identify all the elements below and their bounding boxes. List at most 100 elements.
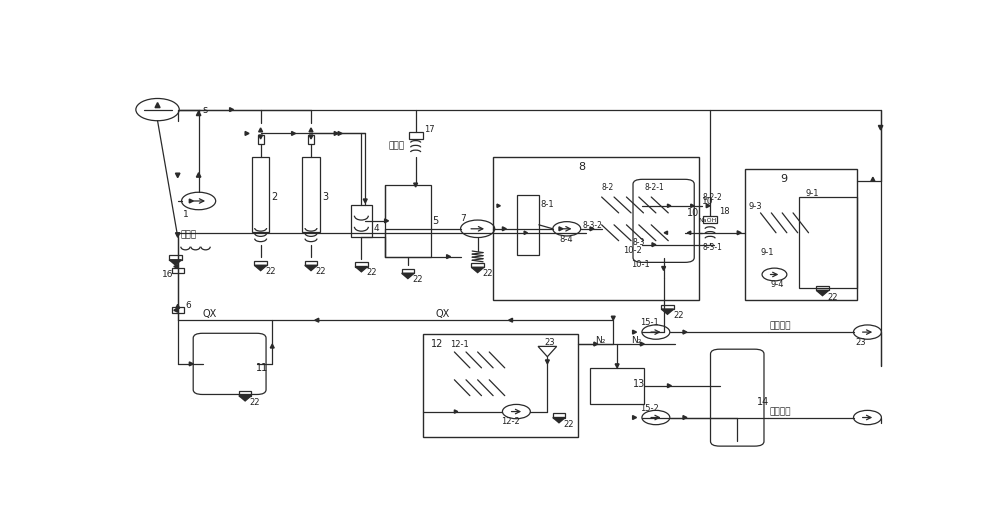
Polygon shape <box>196 173 201 177</box>
Text: 8-4: 8-4 <box>559 235 573 244</box>
Polygon shape <box>661 309 674 314</box>
Text: 阻垢剂: 阻垢剂 <box>388 141 405 150</box>
Bar <box>254 261 267 265</box>
Text: 絮凝剂: 絮凝剂 <box>181 230 197 239</box>
Bar <box>305 261 317 265</box>
Polygon shape <box>315 318 319 322</box>
Text: 3: 3 <box>322 192 328 202</box>
Text: N₂: N₂ <box>631 335 641 345</box>
Text: 8-1: 8-1 <box>540 200 554 209</box>
Text: 12: 12 <box>431 339 444 349</box>
Polygon shape <box>668 384 671 388</box>
Bar <box>402 269 414 273</box>
Polygon shape <box>615 364 619 368</box>
Polygon shape <box>611 316 615 320</box>
Bar <box>172 308 184 313</box>
Text: 22: 22 <box>827 293 838 302</box>
Bar <box>799 197 857 288</box>
Text: NaOH: NaOH <box>699 218 717 223</box>
Text: 22: 22 <box>482 269 493 278</box>
Text: 9-1: 9-1 <box>761 248 774 257</box>
Bar <box>590 368 644 404</box>
Bar <box>409 132 423 139</box>
Polygon shape <box>174 308 178 312</box>
Text: 13: 13 <box>633 379 645 389</box>
Bar <box>703 217 717 223</box>
Polygon shape <box>155 103 160 108</box>
Polygon shape <box>497 204 500 207</box>
Text: 18: 18 <box>719 207 730 216</box>
Polygon shape <box>553 417 565 423</box>
Text: QX: QX <box>435 309 449 319</box>
Text: 7: 7 <box>461 214 466 222</box>
Polygon shape <box>169 260 182 265</box>
Text: 9-3: 9-3 <box>749 202 763 212</box>
Text: 8-2-1: 8-2-1 <box>644 183 664 191</box>
Bar <box>252 157 269 232</box>
Polygon shape <box>239 396 251 401</box>
Polygon shape <box>254 265 267 270</box>
Polygon shape <box>363 199 367 203</box>
Text: 23: 23 <box>544 337 555 347</box>
Polygon shape <box>509 318 512 322</box>
Bar <box>816 286 829 291</box>
Text: 11: 11 <box>256 363 268 373</box>
Bar <box>172 268 184 273</box>
Text: 10-1: 10-1 <box>631 260 650 269</box>
Bar <box>517 195 539 254</box>
Polygon shape <box>175 173 180 178</box>
Polygon shape <box>652 243 656 247</box>
Polygon shape <box>878 125 883 130</box>
Polygon shape <box>189 362 193 366</box>
Bar <box>308 135 314 144</box>
Bar <box>471 263 484 267</box>
Text: 16: 16 <box>162 270 174 279</box>
Bar <box>239 391 251 396</box>
Bar <box>423 334 578 438</box>
Polygon shape <box>594 342 598 346</box>
Polygon shape <box>683 330 687 334</box>
Polygon shape <box>502 227 506 231</box>
Polygon shape <box>230 108 234 111</box>
Text: 9-4: 9-4 <box>771 280 784 289</box>
Polygon shape <box>447 255 451 259</box>
Bar <box>169 255 182 260</box>
Text: 10-2: 10-2 <box>623 246 642 255</box>
Bar <box>302 157 320 232</box>
Polygon shape <box>338 132 342 135</box>
Polygon shape <box>355 267 368 272</box>
Text: 15-1: 15-1 <box>640 318 659 328</box>
Polygon shape <box>668 204 671 207</box>
Text: 22: 22 <box>413 275 423 284</box>
Bar <box>258 135 264 144</box>
Bar <box>385 185 431 256</box>
Text: 8-3: 8-3 <box>633 238 645 247</box>
Polygon shape <box>706 204 710 208</box>
Text: 14: 14 <box>757 397 769 407</box>
Polygon shape <box>691 204 694 207</box>
Text: 22: 22 <box>564 420 574 429</box>
Polygon shape <box>174 265 178 268</box>
Text: 8-3-2: 8-3-2 <box>582 221 602 230</box>
Polygon shape <box>270 344 274 348</box>
Bar <box>351 205 372 237</box>
Polygon shape <box>640 342 644 346</box>
Polygon shape <box>305 265 317 270</box>
Polygon shape <box>545 360 549 364</box>
Polygon shape <box>402 273 414 279</box>
Polygon shape <box>633 415 637 420</box>
Bar <box>661 304 674 309</box>
Text: 8-3-1: 8-3-1 <box>702 244 722 252</box>
Bar <box>355 262 368 267</box>
Polygon shape <box>454 410 458 413</box>
Text: 22: 22 <box>673 311 683 320</box>
Polygon shape <box>414 183 418 187</box>
Text: 1: 1 <box>183 211 189 219</box>
Text: 10: 10 <box>702 197 714 206</box>
Polygon shape <box>176 304 180 308</box>
Text: 22: 22 <box>265 267 276 276</box>
Polygon shape <box>259 135 263 139</box>
Polygon shape <box>259 128 263 132</box>
Polygon shape <box>559 227 563 231</box>
Text: s: s <box>202 105 208 115</box>
